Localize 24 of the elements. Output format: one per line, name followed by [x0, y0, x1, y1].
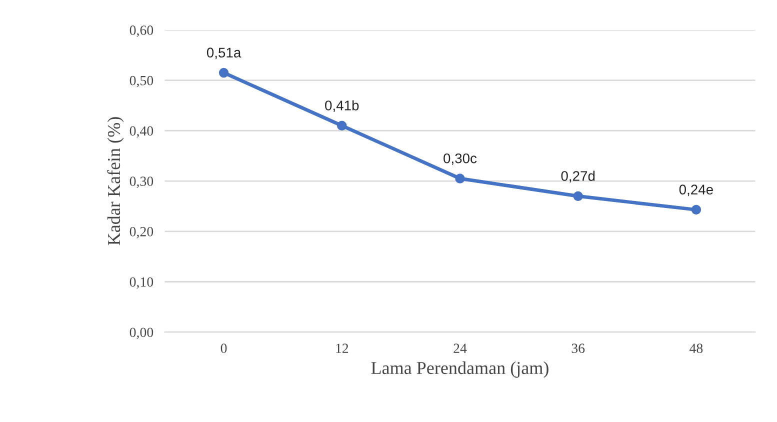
data-label: 0,30c — [444, 153, 477, 165]
x-tick-label: 24 — [454, 344, 467, 353]
x-tick-label: 0 — [220, 344, 227, 353]
data-label: 0,27d — [561, 170, 595, 183]
y-tick-label: 0,30 — [130, 176, 154, 188]
data-label: 0,24e — [679, 184, 713, 196]
point — [337, 120, 347, 131]
y-axis-title: Kadar Kafein (%) — [107, 117, 124, 246]
y-tick-label: 0,20 — [130, 226, 154, 238]
y-tick-label: 0,00 — [130, 328, 154, 340]
y-tick-label: 0,60 — [130, 26, 154, 37]
point — [218, 68, 229, 78]
point — [455, 174, 465, 184]
x-axis-title: Lama Perendaman (jam) — [371, 361, 548, 378]
point — [691, 204, 702, 215]
y-tick-label: 0,50 — [130, 76, 154, 88]
data-label: 0,51a — [206, 48, 242, 60]
y-tick-label: 0,10 — [130, 277, 154, 289]
x-tick-label: 36 — [572, 344, 585, 353]
data-label: 0,41b — [325, 100, 359, 112]
x-tick-label: 12 — [336, 344, 348, 353]
y-tick-label: 0,40 — [130, 126, 154, 138]
point — [573, 191, 583, 202]
x-tick-label: 48 — [690, 344, 703, 353]
